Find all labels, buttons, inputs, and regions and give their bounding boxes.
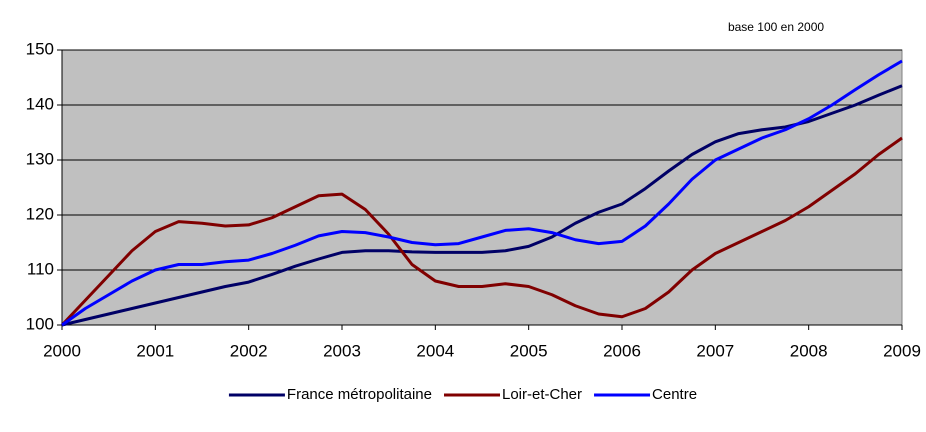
x-tick-label: 2000 <box>43 341 81 360</box>
x-tick-label: 2005 <box>510 341 548 360</box>
y-tick-label: 100 <box>26 314 54 333</box>
plot-area <box>61 49 903 326</box>
annotation: base 100 en 2000 <box>728 20 824 34</box>
series-line <box>61 59 903 327</box>
x-tick-label: 2008 <box>790 341 828 360</box>
y-tick-label: 150 <box>26 39 54 58</box>
x-tick-label: 2003 <box>323 341 361 360</box>
y-tick-label: 120 <box>26 204 54 223</box>
x-tick-label: 2002 <box>230 341 268 360</box>
x-tick-label: 2009 <box>883 341 921 360</box>
y-tick-label: 130 <box>26 149 54 168</box>
legend-label: Loir-et-Cher <box>502 386 582 403</box>
legend-label: Centre <box>652 386 697 403</box>
y-tick-label: 110 <box>27 259 54 278</box>
x-tick-label: 2001 <box>136 341 174 360</box>
x-tick-label: 2006 <box>603 341 641 360</box>
legend-label: France métropolitaine <box>287 386 432 403</box>
series-line <box>61 84 903 327</box>
y-tick-label: 140 <box>26 94 54 113</box>
series-line <box>60 136 903 327</box>
x-tick-label: 2004 <box>416 341 454 360</box>
x-tick-label: 2007 <box>696 341 734 360</box>
